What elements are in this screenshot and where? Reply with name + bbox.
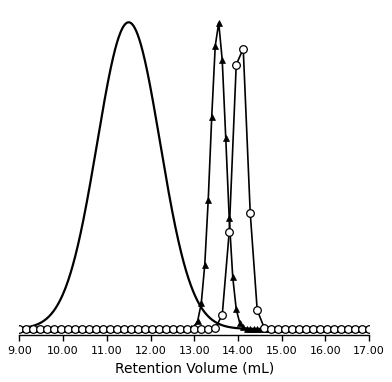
X-axis label: Retention Volume (mL): Retention Volume (mL) <box>114 361 274 375</box>
